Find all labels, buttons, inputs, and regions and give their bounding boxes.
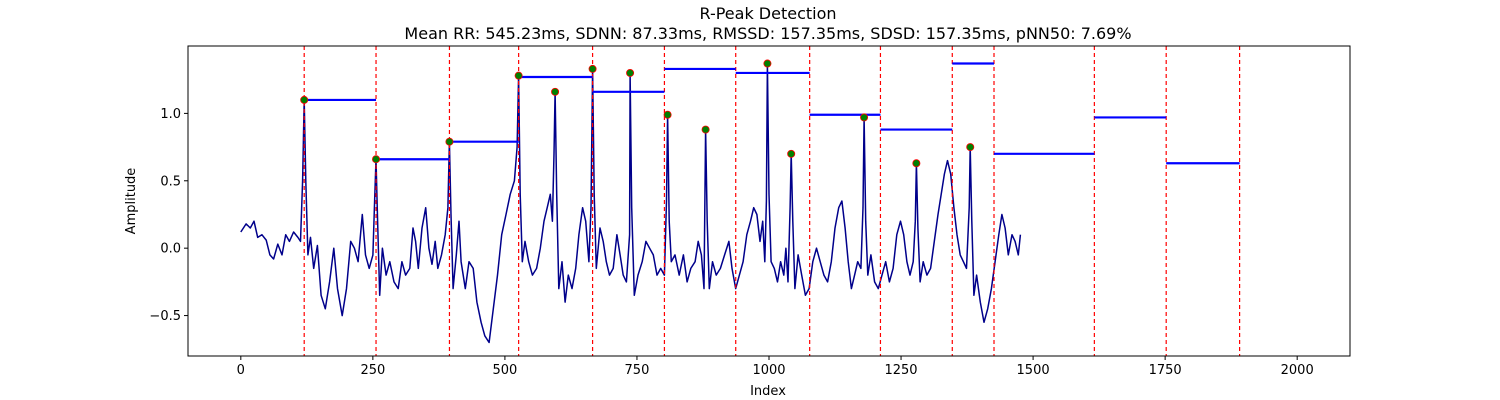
- y-tick-label-3: 1.0: [160, 107, 181, 122]
- peak-marker-12: [912, 159, 921, 168]
- x-tick-label-0: 0: [237, 363, 245, 378]
- peak-marker-11: [860, 113, 869, 122]
- x-tick-label-5: 1250: [884, 363, 917, 378]
- x-axis-ticks: 0 250 500 750 1000 1250 1500 1750 2000: [237, 356, 1314, 378]
- y-tick-label-2: 0.5: [160, 174, 181, 189]
- peak-marker-9: [763, 59, 772, 68]
- x-tick-label-4: 1000: [752, 363, 785, 378]
- x-tick-label-6: 1500: [1017, 363, 1050, 378]
- ecg-signal-line: [240, 62, 1022, 344]
- x-tick-label-8: 2000: [1281, 363, 1314, 378]
- peak-marker-10: [787, 149, 796, 158]
- peak-marker-7: [663, 110, 672, 119]
- chart-title: R-Peak Detection: [699, 4, 836, 23]
- y-axis-ticks: −0.5 0.0 0.5 1.0: [149, 107, 188, 324]
- peak-marker-8: [701, 125, 710, 134]
- peak-marker-0: [300, 95, 309, 104]
- x-axis-label: Index: [750, 384, 786, 399]
- y-tick-label-1: 0.0: [160, 242, 181, 257]
- y-axis-label: Amplitude: [124, 168, 139, 235]
- y-tick-label-0: −0.5: [149, 309, 181, 324]
- plot-area: [240, 46, 1241, 356]
- peak-marker-3: [514, 71, 523, 80]
- peak-marker-5: [588, 64, 597, 73]
- chart-subtitle: Mean RR: 545.23ms, SDNN: 87.33ms, RMSSD:…: [404, 24, 1131, 43]
- x-tick-label-7: 1750: [1149, 363, 1182, 378]
- peak-marker-4: [551, 87, 560, 96]
- peak-marker-13: [966, 143, 975, 152]
- x-tick-label-2: 500: [492, 363, 517, 378]
- x-tick-label-1: 250: [360, 363, 385, 378]
- x-tick-label-3: 750: [625, 363, 650, 378]
- peak-marker-6: [626, 68, 635, 77]
- peak-marker-2: [445, 137, 454, 146]
- peak-marker-1: [372, 155, 381, 164]
